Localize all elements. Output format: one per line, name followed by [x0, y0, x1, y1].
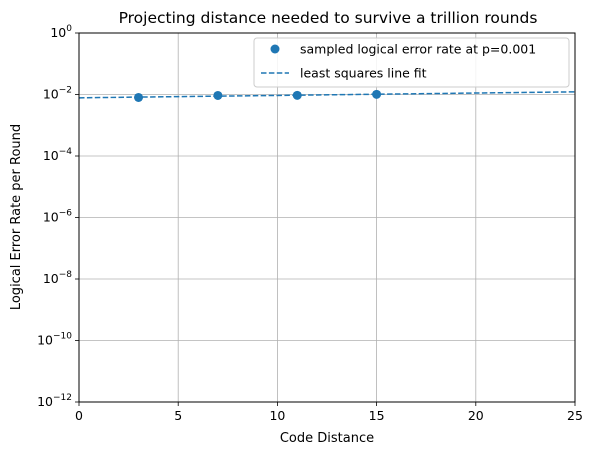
data-point: [213, 90, 223, 100]
x-tick-label: 20: [468, 408, 484, 423]
x-tick-label: 15: [369, 408, 385, 423]
x-axis: 0 5 10 15 20 25: [75, 402, 583, 423]
y-tick-label: 10−12: [37, 393, 72, 409]
legend-box: [253, 37, 570, 88]
legend: sampled logical error rate at p=0.001 le…: [253, 37, 570, 88]
x-tick-label: 10: [269, 408, 285, 423]
x-axis-label: Code Distance: [280, 431, 374, 446]
data-point: [134, 92, 144, 102]
fit-line: [78, 91, 576, 99]
grid: [78, 32, 576, 403]
y-tick-label: 10−6: [43, 209, 72, 225]
legend-label-fit: least squares line fit: [300, 66, 427, 81]
y-tick-label: 100: [50, 24, 72, 40]
x-tick-label: 5: [174, 408, 182, 423]
data-point: [372, 89, 382, 99]
y-tick-label: 10−4: [43, 147, 72, 163]
y-tick-label: 10−10: [37, 332, 72, 348]
legend-scatter-marker: [270, 44, 280, 54]
chart-title: Projecting distance needed to survive a …: [119, 9, 538, 27]
y-tick-label: 10−2: [43, 86, 72, 102]
y-axis-label: Logical Error Rate per Round: [9, 124, 24, 310]
y-tick-label: 10−8: [43, 270, 72, 286]
x-tick-label: 0: [75, 408, 83, 423]
x-tick-label: 25: [567, 408, 583, 423]
series-layer: [78, 89, 576, 102]
data-point: [292, 90, 302, 100]
y-axis: 100 10−2 10−4 10−6 10−8 10−10 10−12: [37, 24, 79, 409]
legend-label-scatter: sampled logical error rate at p=0.001: [300, 42, 536, 57]
